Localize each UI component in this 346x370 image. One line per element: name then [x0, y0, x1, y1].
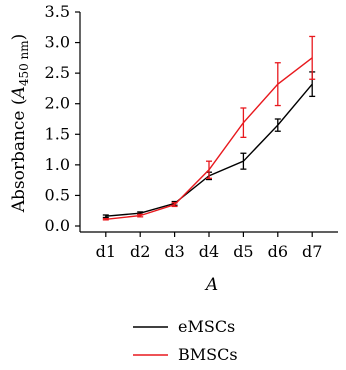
x-tick-label: d7 — [302, 242, 322, 261]
legend-item: eMSCs — [133, 317, 235, 336]
legend-label: BMSCs — [178, 345, 238, 364]
x-tick-labels: d1 d2 d3 d4 d5 d6 d7 — [96, 242, 323, 261]
x-tick-label: d5 — [233, 242, 253, 261]
legend-label: eMSCs — [178, 317, 235, 336]
x-tick-label: d4 — [199, 242, 219, 261]
x-tick-label: d2 — [130, 242, 150, 261]
x-tick-label: d6 — [268, 242, 288, 261]
legend-item: BMSCs — [133, 345, 238, 364]
y-tick-label: 2.5 — [45, 63, 70, 82]
y-tick-label: 3.5 — [45, 2, 70, 21]
chart-axes — [75, 11, 338, 237]
series-eMSCs — [102, 71, 316, 219]
x-tick-label: d3 — [164, 242, 184, 261]
series-line — [105, 57, 313, 220]
y-axis-label: Absorbance (A450 nm) — [9, 34, 31, 214]
y-tick-label: 1.0 — [45, 155, 70, 174]
series-BMSCs — [102, 35, 316, 221]
y-tick-label: 2.0 — [45, 94, 70, 113]
y-tick-label: 0.0 — [45, 216, 70, 235]
x-tick-label: d1 — [96, 242, 116, 261]
y-tick-label: 0.5 — [45, 185, 70, 204]
series-line — [105, 83, 313, 217]
legend: eMSCs BMSCs — [133, 317, 238, 364]
series-layer — [102, 35, 316, 221]
y-tick-label: 1.5 — [45, 124, 70, 143]
y-tick-label: 3.0 — [45, 33, 70, 52]
y-tick-labels: 0.0 0.5 1.0 1.5 2.0 2.5 3.0 3.5 — [45, 2, 70, 235]
x-axis-label: A — [204, 275, 218, 295]
